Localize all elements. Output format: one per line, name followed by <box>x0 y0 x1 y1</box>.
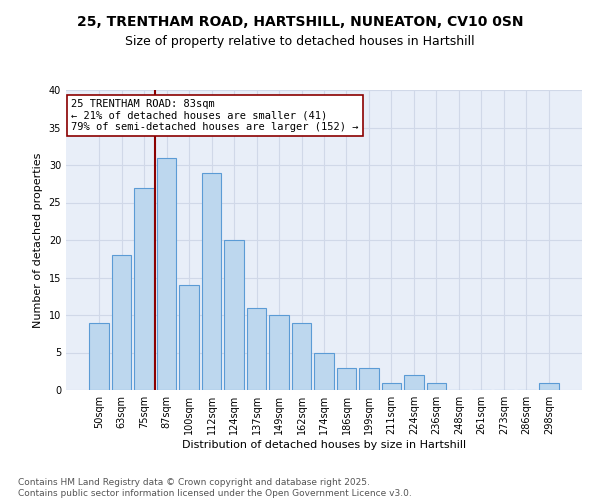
Bar <box>224 240 244 390</box>
Bar <box>427 382 446 390</box>
Bar <box>179 285 199 390</box>
Bar <box>337 368 356 390</box>
Text: Contains HM Land Registry data © Crown copyright and database right 2025.
Contai: Contains HM Land Registry data © Crown c… <box>18 478 412 498</box>
Bar <box>89 322 109 390</box>
Text: 25, TRENTHAM ROAD, HARTSHILL, NUNEATON, CV10 0SN: 25, TRENTHAM ROAD, HARTSHILL, NUNEATON, … <box>77 15 523 29</box>
Text: Size of property relative to detached houses in Hartshill: Size of property relative to detached ho… <box>125 35 475 48</box>
Bar <box>314 352 334 390</box>
X-axis label: Distribution of detached houses by size in Hartshill: Distribution of detached houses by size … <box>182 440 466 450</box>
Bar <box>539 382 559 390</box>
Text: 25 TRENTHAM ROAD: 83sqm
← 21% of detached houses are smaller (41)
79% of semi-de: 25 TRENTHAM ROAD: 83sqm ← 21% of detache… <box>71 99 359 132</box>
Bar <box>382 382 401 390</box>
Bar <box>157 158 176 390</box>
Bar <box>134 188 154 390</box>
Bar <box>112 255 131 390</box>
Bar <box>269 315 289 390</box>
Bar <box>404 375 424 390</box>
Bar <box>292 322 311 390</box>
Bar <box>202 172 221 390</box>
Y-axis label: Number of detached properties: Number of detached properties <box>33 152 43 328</box>
Bar <box>359 368 379 390</box>
Bar <box>247 308 266 390</box>
